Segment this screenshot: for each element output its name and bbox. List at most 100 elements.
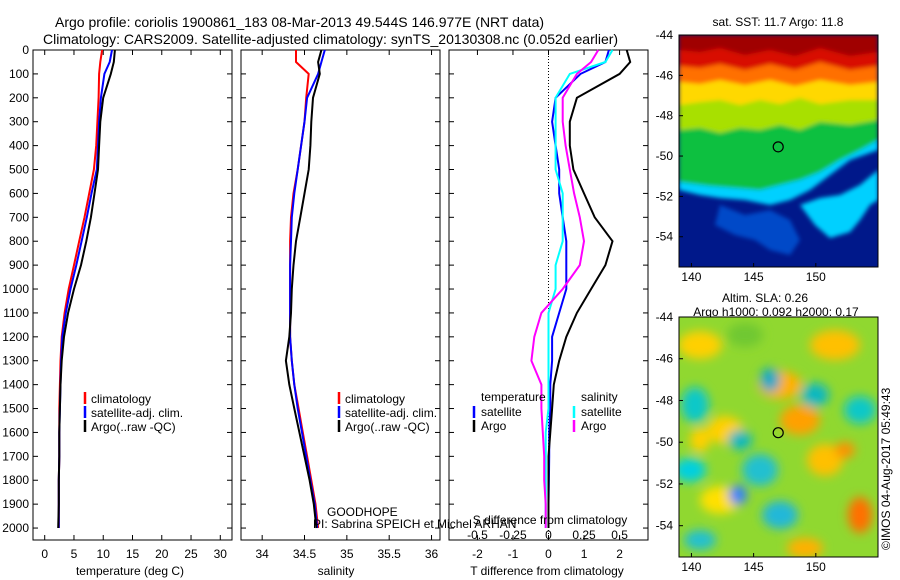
y-tick-label: 1200: [2, 330, 29, 344]
lat-tick-label: -54: [656, 519, 674, 533]
legend-sal-argo-label: Argo: [581, 419, 607, 433]
argo-float-location-marker: [772, 427, 784, 439]
legend-climatology-label: climatology: [91, 392, 151, 406]
y-tick-label: 900: [9, 258, 29, 272]
y-tick-label: 700: [9, 210, 29, 224]
program-name: GOODHOPE: [327, 505, 398, 519]
y-tick-label: 1800: [2, 473, 29, 487]
y-tick-label: 800: [9, 234, 29, 248]
x2-tick-label: 0.25: [572, 528, 596, 542]
lat-tick-label: -46: [656, 68, 674, 82]
salinity-legend: climatology satellite-adj. clim. Argo(..…: [337, 392, 437, 434]
lon-tick-label: 140: [681, 270, 701, 284]
y-tick-label: 100: [9, 67, 29, 81]
salinity-axis-label: salinity: [318, 564, 355, 578]
salinity-panel-frame: [240, 49, 441, 541]
sst-map-title: sat. SST: 11.7 Argo: 11.8: [713, 15, 844, 29]
y-tick-label: 200: [9, 91, 29, 105]
x-tick-label: 1: [581, 547, 588, 561]
sst-map-axes: -44 -46 -48 -50 -52 -54 140 145 150: [656, 28, 826, 284]
series-line: [544, 49, 614, 528]
y-tick-label: 1300: [2, 354, 29, 368]
y-tick-label: 600: [9, 186, 29, 200]
temperature-panel-frame: [32, 49, 233, 541]
x-tick-label: 34.5: [293, 547, 317, 561]
sla-map-axes: -44 -46 -48 -50 -52 -54 140 145 150: [656, 310, 826, 574]
legend-satellite-label: satellite-adj. clim.: [345, 406, 437, 420]
lat-tick-label: -50: [656, 149, 674, 163]
lat-tick-label: -52: [656, 189, 674, 203]
lat-tick-label: -46: [656, 352, 674, 366]
series-line: [289, 49, 326, 529]
x-tick-label: -1: [508, 547, 519, 561]
x-tick-label: -2: [472, 547, 483, 561]
legend-satellite-label: satellite-adj. clim.: [91, 406, 183, 420]
legend-temperature-header: temperature: [481, 390, 546, 404]
temperature-axis-label: temperature (deg C): [76, 564, 184, 578]
t-difference-axis-label: T difference from climatology: [470, 564, 624, 578]
x-tick-label: 0: [41, 547, 48, 561]
y-tick-label: 300: [9, 115, 29, 129]
x-tick-label: 20: [155, 547, 169, 561]
x-tick-label: 35: [340, 547, 354, 561]
x2-tick-label: 0.5: [611, 528, 628, 542]
legend-climatology-label: climatology: [345, 392, 405, 406]
y-tick-label: 1400: [2, 378, 29, 392]
x-tick-label: 30: [214, 547, 228, 561]
s-difference-axis-label: S difference from climatology: [473, 513, 628, 527]
argo-float-location-marker: [772, 141, 784, 153]
y-tick-label: 1100: [3, 306, 29, 320]
lat-tick-label: -52: [656, 477, 674, 491]
y-tick-label: 1500: [2, 402, 29, 416]
lat-tick-label: -50: [656, 435, 674, 449]
legend-argo-label: Argo(..raw -QC): [345, 420, 430, 434]
depth-axis: 0 100 200 300 400 500 600 700 800 900 1000 1100 1200…: [2, 43, 29, 535]
lat-tick-label: -48: [656, 393, 674, 407]
y-tick-label: 1700: [2, 449, 29, 463]
imos-credit: ©IMOS 04-Aug-2017 05:49:43: [879, 387, 893, 550]
figure-title-line1: Argo profile: coriolis 1900861_183 08-Ma…: [55, 14, 544, 30]
series-line: [284, 49, 323, 529]
x2-tick-label: -0.5: [467, 528, 488, 542]
x2-tick-label: 0: [545, 528, 552, 542]
x-tick-label: 5: [71, 547, 78, 561]
legend-salinity-header: salinity: [581, 390, 618, 404]
y-tick-label: 2000: [2, 521, 29, 535]
lat-tick-label: -54: [656, 230, 674, 244]
sla-map: [679, 317, 878, 557]
x-tick-label: 10: [97, 547, 111, 561]
lon-tick-label: 140: [681, 560, 701, 574]
lat-tick-label: -44: [656, 28, 674, 42]
temperature-profile-plot: 0 5 10 15 20 25 30: [33, 49, 232, 561]
figure-title-line2: Climatology: CARS2009. Satellite-adjuste…: [43, 31, 618, 47]
x-tick-label: 34: [255, 547, 269, 561]
lon-tick-label: 145: [744, 270, 764, 284]
y-tick-label: 1000: [2, 282, 29, 296]
x-tick-label: 0: [545, 547, 552, 561]
principal-investigator: PI: Sabrina SPEICH et Michel ARHAN: [313, 517, 516, 531]
y-tick-label: 1600: [2, 425, 29, 439]
y-tick-label: 0: [22, 43, 29, 57]
y-tick-label: 500: [9, 163, 29, 177]
series-line: [530, 49, 600, 528]
x-tick-label: 35.5: [378, 547, 402, 561]
x-tick-label: 2: [616, 547, 623, 561]
legend-temp-satellite-label: satellite: [481, 405, 522, 419]
sla-map-title: Altim. SLA: 0.26: [722, 291, 808, 305]
legend-temp-argo-label: Argo: [481, 419, 507, 433]
lat-tick-label: -44: [656, 310, 674, 324]
y-tick-label: 1900: [2, 497, 29, 511]
x-tick-label: 25: [184, 547, 198, 561]
series-line: [547, 49, 632, 528]
lon-tick-label: 150: [806, 270, 826, 284]
series-line: [57, 49, 116, 529]
legend-argo-label: Argo(..raw -QC): [91, 420, 176, 434]
sla-map-subtitle: Argo h1000: 0.092 h2000: 0.17: [693, 305, 859, 319]
sst-map: [679, 35, 878, 267]
difference-profile-plot: -2 -1 0 1 2 -0.5 -0.25 0 0.25 0.5: [449, 49, 648, 561]
y-tick-label: 400: [9, 139, 29, 153]
sst-map-frame: [678, 34, 879, 268]
x2-tick-label: -0.25: [499, 528, 527, 542]
lon-tick-label: 145: [744, 560, 764, 574]
